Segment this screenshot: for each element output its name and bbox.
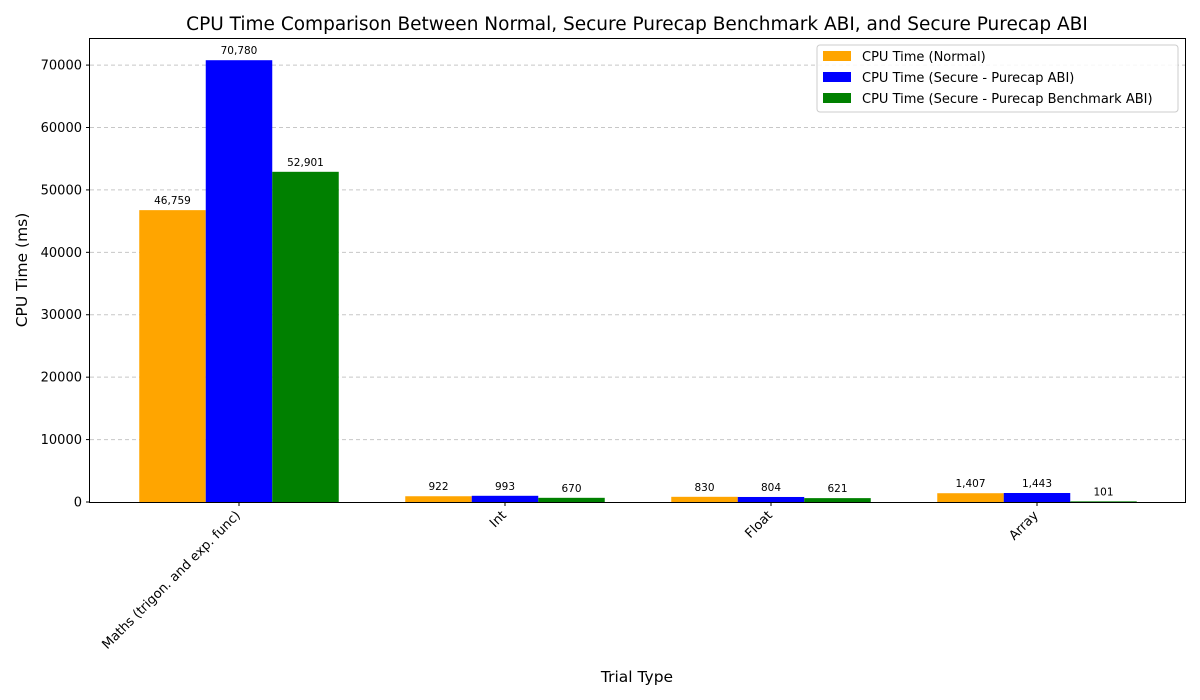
- y-tick-label: 50000: [41, 183, 82, 198]
- data-label: 70,780: [221, 45, 258, 57]
- y-tick-label: 40000: [41, 246, 82, 261]
- bar: [671, 496, 738, 502]
- chart-title: CPU Time Comparison Between Normal, Secu…: [186, 14, 1088, 35]
- legend-swatch: [823, 93, 851, 103]
- bar: [538, 497, 605, 502]
- data-label: 52,901: [287, 157, 324, 169]
- legend-swatch: [823, 72, 851, 82]
- y-tick-label: 10000: [41, 433, 82, 448]
- data-label: 830: [694, 482, 714, 494]
- x-axis-label: Trial Type: [600, 668, 673, 686]
- legend: CPU Time (Normal) CPU Time (Secure - Pure…: [816, 44, 1179, 113]
- bar: [1003, 492, 1071, 502]
- data-labels: 46,759 70,780 52,901 922 993 670 830 804 621 1,40…: [154, 45, 1113, 498]
- y-tick-label: 30000: [41, 308, 82, 323]
- y-axis-label: CPU Time (ms): [13, 213, 31, 328]
- y-tick-label: 60000: [41, 121, 82, 136]
- data-label: 922: [428, 481, 448, 493]
- data-label: 670: [561, 483, 581, 495]
- data-label: 1,443: [1022, 478, 1052, 490]
- bar: [405, 496, 472, 502]
- y-tick-label: 70000: [41, 59, 82, 74]
- data-label: 46,759: [154, 195, 191, 207]
- y-axis-ticks: 0 10000 20000 30000 40000 50000 60000 70000: [41, 59, 90, 511]
- bar: [205, 60, 273, 503]
- legend-label: CPU Time (Secure - Purecap ABI): [862, 71, 1074, 86]
- data-label: 993: [495, 481, 515, 493]
- x-tick-label: Int: [487, 508, 510, 531]
- bar: [737, 496, 805, 502]
- bar: [804, 498, 871, 502]
- plot-frame: [89, 38, 1186, 503]
- bar: [471, 495, 539, 502]
- bar: [1070, 501, 1137, 502]
- y-tick-label: 0: [74, 496, 82, 511]
- bar: [272, 171, 339, 502]
- data-label: 1,407: [955, 478, 985, 490]
- x-tick-label: Maths (trigon. and exp. func): [100, 508, 244, 652]
- bars: [139, 60, 1137, 503]
- data-label: 804: [761, 482, 781, 494]
- y-tick-label: 20000: [41, 371, 82, 386]
- legend-label: CPU Time (Secure - Purecap Benchmark ABI…: [862, 92, 1153, 107]
- x-tick-label: Array: [1006, 508, 1042, 544]
- legend-box: [816, 44, 1179, 113]
- legend-label: CPU Time (Normal): [862, 50, 986, 65]
- bar: [139, 210, 206, 502]
- data-label: 621: [827, 483, 847, 495]
- legend-swatch: [823, 51, 851, 61]
- bar: [937, 493, 1004, 502]
- data-label: 101: [1093, 486, 1113, 498]
- x-axis-ticks: Maths (trigon. and exp. func) Int Float Arr…: [100, 502, 1042, 653]
- x-tick-label: Float: [743, 508, 776, 541]
